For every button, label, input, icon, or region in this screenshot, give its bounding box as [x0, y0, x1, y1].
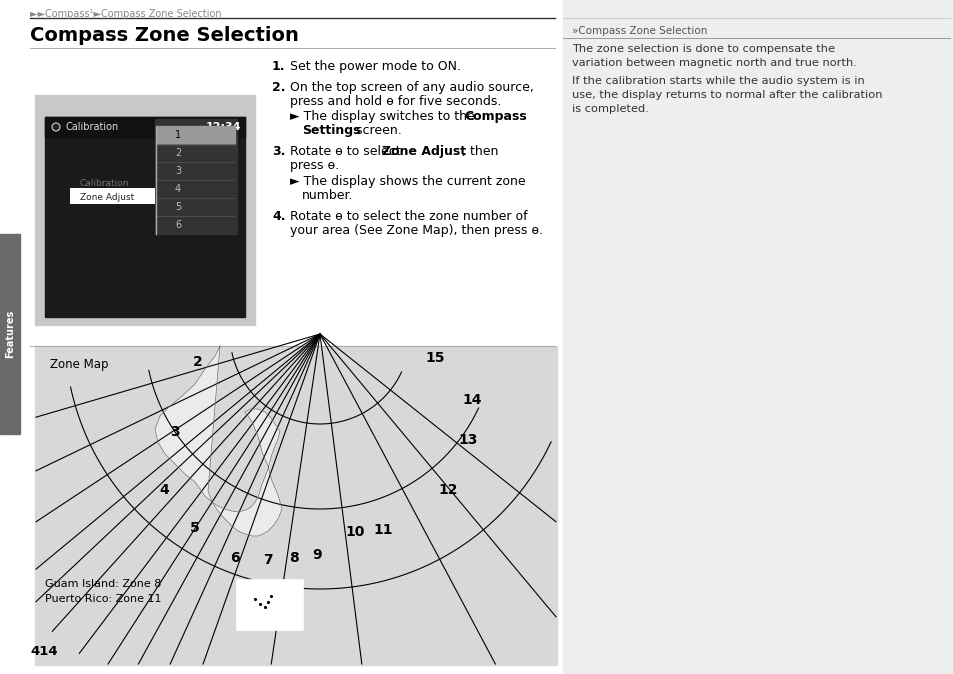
Text: Features: Features [5, 310, 15, 358]
Text: press ѳ.: press ѳ. [290, 159, 338, 173]
Bar [35, 346, 557, 665]
Text: 2: 2 [174, 148, 181, 158]
Text: Zone Adjust: Zone Adjust [381, 146, 466, 158]
Text: , then: , then [461, 146, 497, 158]
Text: 8: 8 [289, 551, 298, 565]
Text: your area (See Zone Map), then press ѳ.: your area (See Zone Map), then press ѳ. [290, 224, 542, 237]
Text: 6: 6 [230, 551, 239, 565]
Bar [0, 234, 20, 434]
Bar [35, 95, 254, 325]
Text: 1: 1 [174, 130, 181, 140]
Text: ►►Compass¹►Compass Zone Selection: ►►Compass¹►Compass Zone Selection [30, 9, 221, 19]
Text: Rotate ѳ to select the zone number of: Rotate ѳ to select the zone number of [290, 210, 527, 223]
Text: 414: 414 [30, 645, 57, 658]
Bar [154, 119, 236, 234]
Text: 3.: 3. [272, 146, 285, 158]
Polygon shape [154, 346, 282, 536]
Text: »Compass Zone Selection: »Compass Zone Selection [572, 26, 706, 36]
Text: 5: 5 [190, 521, 200, 535]
Bar [45, 117, 245, 137]
Text: Compass: Compass [463, 111, 526, 123]
Text: 12: 12 [437, 483, 457, 497]
Bar [45, 117, 245, 317]
Text: If the calibration starts while the audio system is in
use, the display returns : If the calibration starts while the audi… [572, 76, 882, 114]
Text: Calibration: Calibration [80, 179, 130, 189]
Text: screen.: screen. [352, 125, 401, 137]
Text: 3: 3 [174, 166, 181, 176]
Text: 12:34: 12:34 [205, 122, 241, 132]
Text: Set the power mode to ON.: Set the power mode to ON. [290, 60, 460, 73]
Circle shape [52, 123, 60, 131]
Text: The zone selection is done to compensate the
variation between magnetic north an: The zone selection is done to compensate… [572, 44, 856, 68]
Bar [70, 188, 154, 204]
Text: 6: 6 [174, 220, 181, 230]
Text: 11: 11 [373, 523, 393, 537]
Text: On the top screen of any audio source,: On the top screen of any audio source, [290, 81, 534, 94]
Text: 14: 14 [462, 393, 481, 407]
Text: Settings: Settings [302, 125, 360, 137]
Bar [236, 580, 303, 630]
Text: Calibration: Calibration [66, 122, 119, 132]
Bar [157, 126, 234, 144]
Text: Zone Map: Zone Map [50, 358, 109, 371]
Text: 13: 13 [457, 433, 477, 447]
Text: number.: number. [302, 189, 354, 202]
Text: 2.: 2. [272, 81, 285, 94]
Text: 1.: 1. [272, 60, 285, 73]
Text: 4: 4 [159, 483, 169, 497]
Text: Zone Adjust: Zone Adjust [80, 193, 134, 202]
Text: Guam Island: Zone 8: Guam Island: Zone 8 [45, 579, 161, 589]
Text: 2: 2 [193, 355, 203, 369]
Text: Puerto Rico: Zone 11: Puerto Rico: Zone 11 [45, 594, 161, 604]
Text: 7: 7 [263, 553, 273, 567]
Text: 15: 15 [425, 351, 444, 365]
Text: Rotate ѳ to select: Rotate ѳ to select [290, 146, 404, 158]
Text: ► The display switches to the: ► The display switches to the [290, 111, 478, 123]
Text: 5: 5 [174, 202, 181, 212]
Text: 3: 3 [170, 425, 179, 439]
Text: 10: 10 [345, 525, 364, 539]
Text: press and hold ѳ for five seconds.: press and hold ѳ for five seconds. [290, 95, 501, 108]
Text: ► The display shows the current zone: ► The display shows the current zone [290, 175, 525, 188]
Circle shape [53, 125, 58, 129]
Text: 4.: 4. [272, 210, 285, 223]
Text: 4: 4 [174, 184, 181, 194]
Text: 9: 9 [312, 548, 321, 562]
Bar [562, 0, 953, 674]
Text: Compass Zone Selection: Compass Zone Selection [30, 26, 298, 45]
